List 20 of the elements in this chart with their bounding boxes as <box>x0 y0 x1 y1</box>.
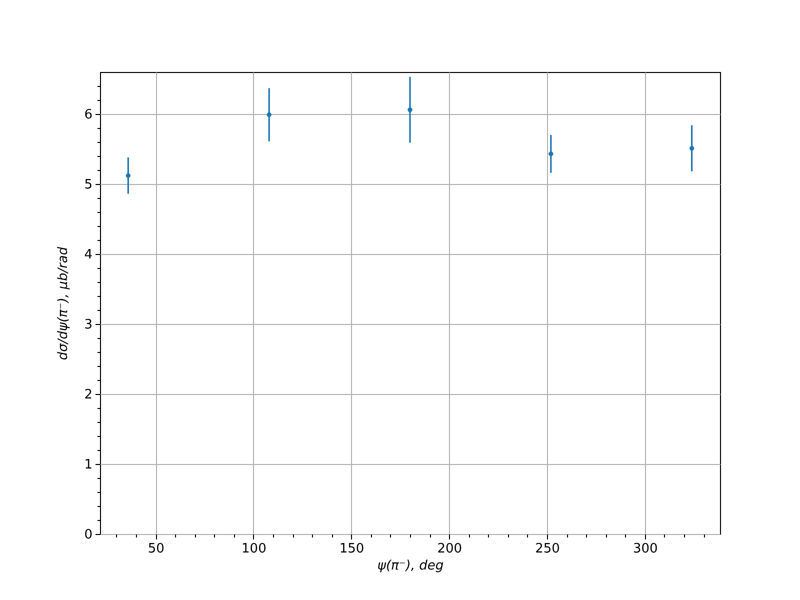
y-tick-label: 5 <box>84 178 92 192</box>
y-tick-label: 6 <box>84 108 92 122</box>
point <box>126 173 131 178</box>
x-axis-title: ψ(π⁻), deg <box>377 558 444 574</box>
y-tick-label: 3 <box>84 318 92 332</box>
y-axis-title: dσ/dψ(π⁻), μb/rad <box>56 246 72 360</box>
x-tick-label: 50 <box>148 542 164 556</box>
y-tick-label: 0 <box>84 528 92 542</box>
y-tick-label: 2 <box>84 388 92 402</box>
y-tick-label: 4 <box>84 248 92 262</box>
x-tick-label: 250 <box>535 542 560 556</box>
point <box>689 146 694 151</box>
x-tick-label: 100 <box>242 542 266 556</box>
point <box>548 152 554 156</box>
y-tick-label: 1 <box>84 458 92 472</box>
x-tick-label: 150 <box>339 542 364 556</box>
point <box>266 112 272 118</box>
x-tick-label: 200 <box>437 542 462 556</box>
x-tick-label: 300 <box>632 542 658 556</box>
point <box>408 107 412 112</box>
